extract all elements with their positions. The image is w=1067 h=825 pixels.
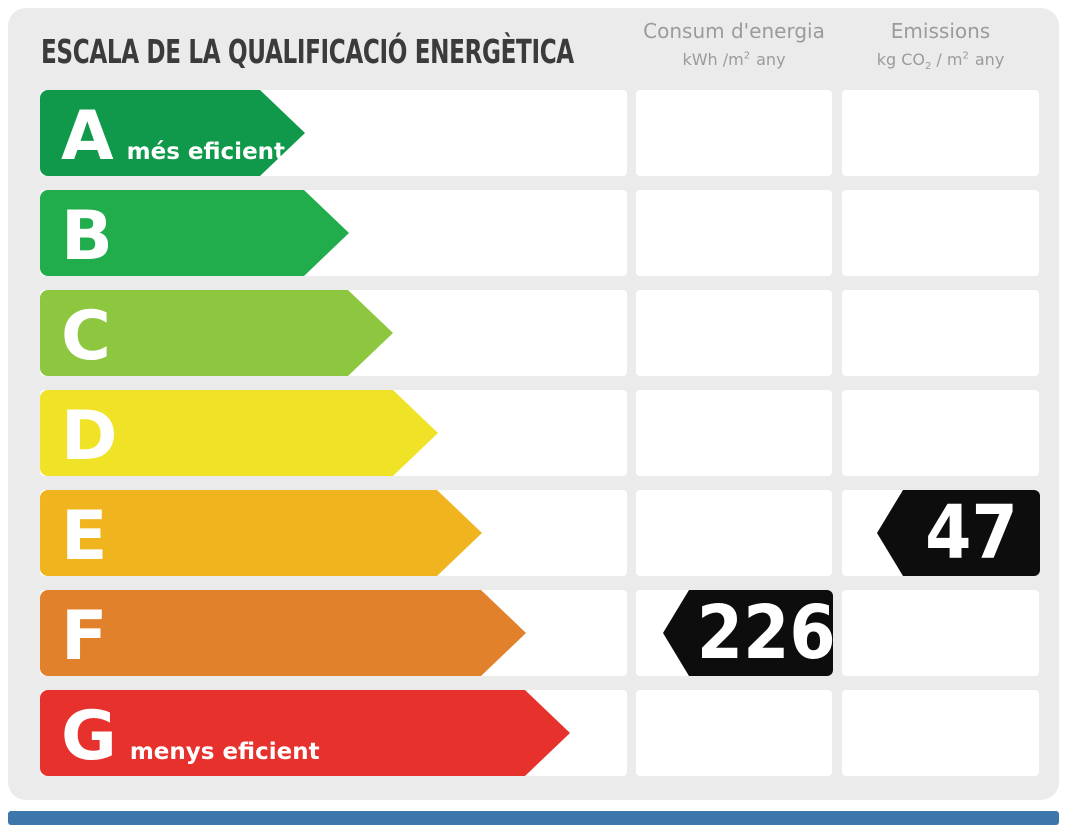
- emissions-cell: [842, 590, 1039, 676]
- emissions-header-unit: kg CO2 / m2 any: [842, 50, 1039, 72]
- grade-bar-f: F: [40, 590, 526, 676]
- grade-letter: C: [61, 297, 111, 376]
- grade-note-least-efficient: menys eficient: [129, 739, 320, 765]
- grade-row-b: B: [0, 190, 1067, 276]
- emissions-cell: [842, 690, 1039, 776]
- grade-row-c: C: [0, 290, 1067, 376]
- page-title: ESCALA DE LA QUALIFICACIÓ ENERGÈTICA: [41, 32, 802, 71]
- emissions-cell: [842, 290, 1039, 376]
- emissions-cell: [842, 390, 1039, 476]
- consum-cell: [636, 690, 832, 776]
- grade-bar-b: B: [40, 190, 349, 276]
- emissions-unit-pre: kg CO: [876, 50, 925, 69]
- grade-letter: A: [61, 97, 114, 176]
- grade-letter: G: [61, 697, 117, 776]
- emissions-cell: [842, 190, 1039, 276]
- grade-letter: F: [61, 597, 108, 676]
- grade-bar-d: D: [40, 390, 438, 476]
- emissions-value-badge: 47: [877, 490, 1040, 576]
- footer-bar: [8, 811, 1059, 825]
- consum-value-badge: 226: [663, 590, 833, 676]
- emissions-column-header: Emissions kg CO2 / m2 any: [842, 19, 1039, 72]
- consum-unit-post: any: [756, 50, 786, 69]
- consum-cell: [636, 390, 832, 476]
- emissions-unit-sub: 2: [924, 61, 932, 73]
- emissions-unit-post: any: [974, 50, 1005, 69]
- grade-letter: D: [61, 397, 118, 476]
- grade-row-d: D: [0, 390, 1067, 476]
- emissions-value: 47: [925, 490, 1018, 576]
- consum-cell: [636, 490, 832, 576]
- consum-cell: [636, 90, 832, 176]
- consum-header-label: Consum d'energia: [643, 19, 825, 43]
- page-title-text: ESCALA DE LA QUALIFICACIÓ ENERGÈTICA: [41, 32, 574, 71]
- grade-letter: B: [61, 197, 113, 276]
- emissions-cell: [842, 90, 1039, 176]
- grade-note-most-efficient: més eficient: [126, 139, 286, 165]
- grade-letter: E: [61, 497, 108, 576]
- grade-bar-c: C: [40, 290, 393, 376]
- consum-unit-pre: kWh /m: [682, 50, 744, 69]
- grade-bar-e: E: [40, 490, 482, 576]
- consum-unit-sup: 2: [743, 50, 751, 62]
- grade-row-f: F: [0, 590, 1067, 676]
- consum-column-header: Consum d'energia kWh /m2 any: [636, 19, 832, 69]
- consum-header-unit: kWh /m2 any: [636, 50, 832, 69]
- emissions-unit-sup: 2: [962, 50, 969, 62]
- emissions-unit-mid: / m: [931, 50, 963, 69]
- consum-value: 226: [696, 590, 836, 676]
- emissions-header-label: Emissions: [890, 19, 991, 43]
- consum-cell: [636, 190, 832, 276]
- consum-cell: [636, 290, 832, 376]
